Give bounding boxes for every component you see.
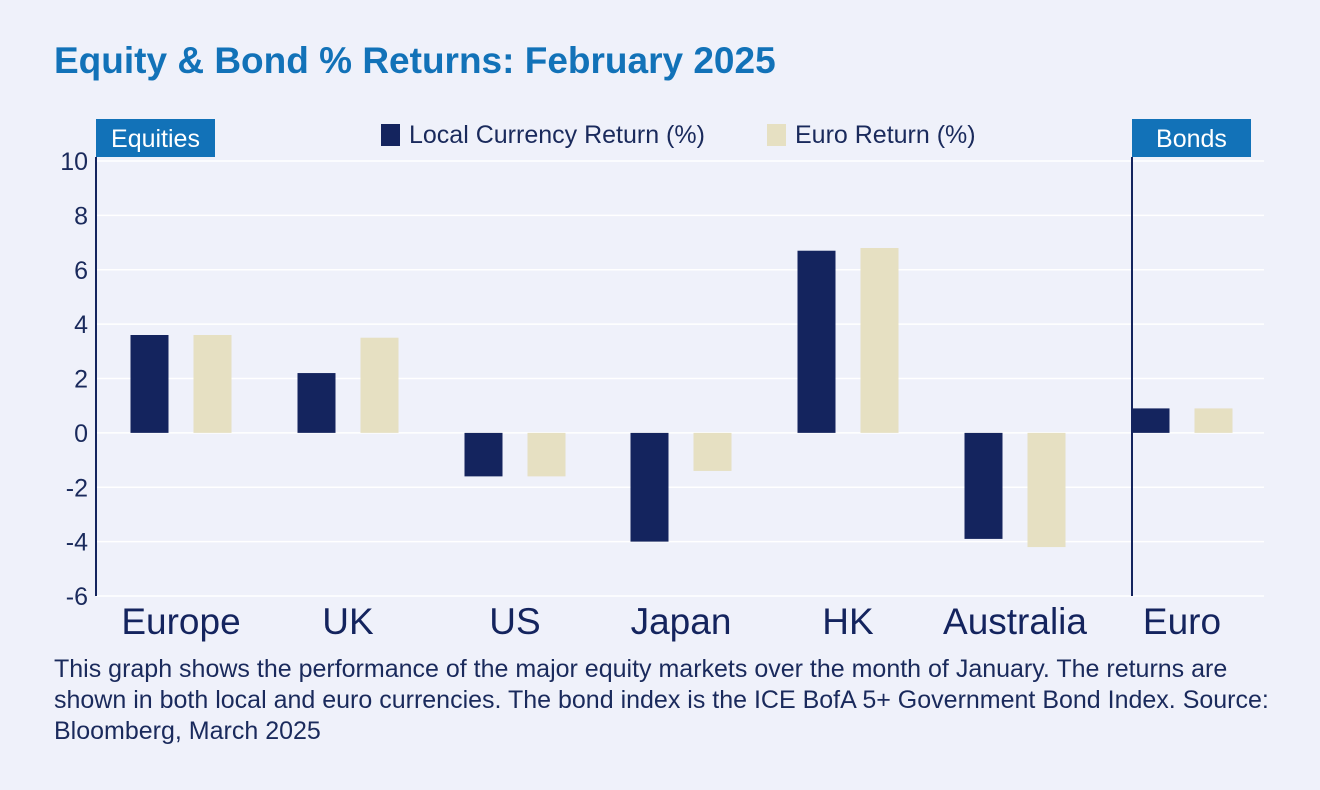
legend-label: Euro Return (%) bbox=[795, 121, 976, 149]
y-tick-label: 2 bbox=[74, 366, 88, 394]
y-tick-label: 10 bbox=[60, 148, 88, 176]
group-label-box bbox=[96, 119, 215, 157]
bar bbox=[630, 432, 669, 542]
bar bbox=[297, 373, 336, 433]
legend-label: Local Currency Return (%) bbox=[409, 121, 705, 149]
bar bbox=[797, 250, 836, 433]
legend-swatch bbox=[767, 124, 786, 146]
x-tick-label: HK bbox=[822, 601, 874, 642]
y-tick-label: 0 bbox=[74, 420, 88, 448]
group-label-box bbox=[1132, 119, 1251, 157]
y-tick-label: 6 bbox=[74, 257, 88, 285]
bar bbox=[693, 432, 732, 471]
bar-chart: 10 8 6 4 2 0 -2 -4 -6 Europe UK US Japan HK Australia… bbox=[60, 119, 1264, 642]
x-tick-label: US bbox=[489, 601, 540, 642]
x-tick-label: UK bbox=[322, 601, 374, 642]
x-tick-label: Euro bbox=[1143, 601, 1221, 642]
bar bbox=[1194, 408, 1233, 433]
bar bbox=[527, 432, 566, 477]
bar bbox=[193, 335, 232, 433]
gridlines bbox=[96, 160, 1264, 597]
chart-caption: This graph shows the performance of the … bbox=[54, 655, 1269, 745]
bar bbox=[964, 432, 1003, 539]
bar bbox=[860, 248, 899, 433]
legend: Local Currency Return (%) Euro Return (%) bbox=[381, 121, 976, 149]
y-tick-label: 8 bbox=[74, 202, 88, 230]
x-tick-label: Australia bbox=[943, 601, 1087, 642]
x-tick-labels: Europe UK US Japan HK Australia Euro bbox=[121, 601, 1221, 642]
group-label: Equities bbox=[111, 125, 200, 153]
chart-title: Equity & Bond % Returns: February 2025 bbox=[54, 40, 776, 81]
y-tick-label: 4 bbox=[74, 311, 88, 339]
y-tick-label: -2 bbox=[66, 474, 88, 502]
x-tick-label: Japan bbox=[631, 601, 732, 642]
bar bbox=[360, 337, 399, 433]
bar bbox=[1131, 408, 1170, 433]
axes bbox=[95, 157, 1133, 596]
bar bbox=[130, 335, 169, 433]
group-label: Bonds bbox=[1156, 125, 1227, 153]
group-labels: Equities Bonds bbox=[96, 119, 1251, 157]
bars bbox=[130, 248, 1233, 548]
bar bbox=[464, 432, 503, 477]
legend-swatch bbox=[381, 124, 400, 146]
y-tick-label: -4 bbox=[66, 529, 88, 557]
y-tick-labels: 10 8 6 4 2 0 -2 -4 -6 bbox=[60, 148, 88, 611]
x-tick-label: Europe bbox=[121, 601, 240, 642]
y-tick-label: -6 bbox=[66, 583, 88, 611]
bar bbox=[1027, 432, 1066, 548]
